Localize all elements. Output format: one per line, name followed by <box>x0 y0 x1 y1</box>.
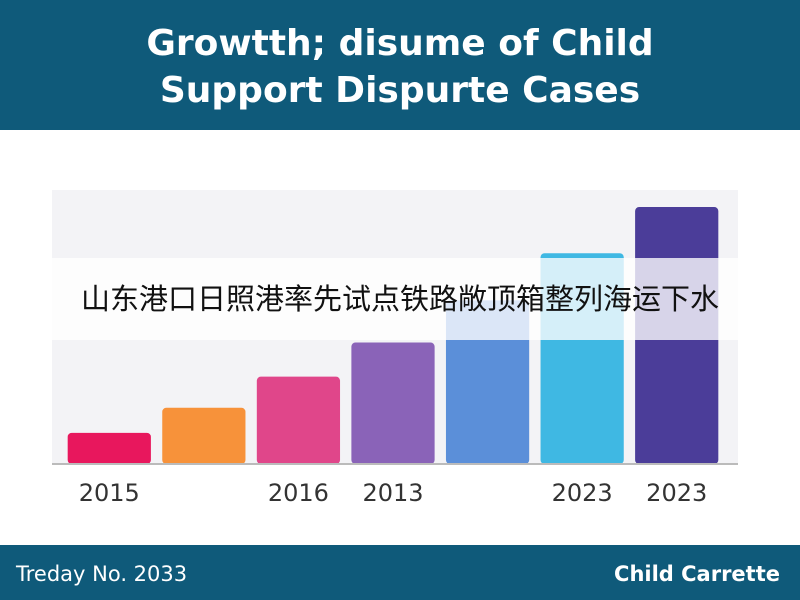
banner-bg <box>0 258 800 340</box>
footer-bg <box>0 545 800 600</box>
footer-left: Treday No. 2033 <box>15 562 187 586</box>
x-labels: 2015 2016 2013 2023 2023 <box>79 479 708 507</box>
x-tick-label: 2013 <box>362 479 423 507</box>
x-tick-label: 2023 <box>646 479 707 507</box>
bar <box>162 407 246 464</box>
title-line: Support Dispurte Cases <box>160 70 640 111</box>
banner-text: 山东港口日照港率先试点铁路敞顶箱整列海运下水 <box>81 282 719 316</box>
x-tick-label: 2023 <box>552 479 613 507</box>
title-line: Growtth; disume of Child <box>146 23 653 64</box>
bar <box>351 342 435 464</box>
bar <box>256 376 341 464</box>
x-tick-label: 2016 <box>268 479 329 507</box>
bar <box>67 432 151 464</box>
x-tick-label: 2015 <box>79 479 140 507</box>
bar <box>445 300 530 464</box>
header-bg <box>0 0 800 130</box>
footer-right: Child Carrette <box>614 562 780 586</box>
